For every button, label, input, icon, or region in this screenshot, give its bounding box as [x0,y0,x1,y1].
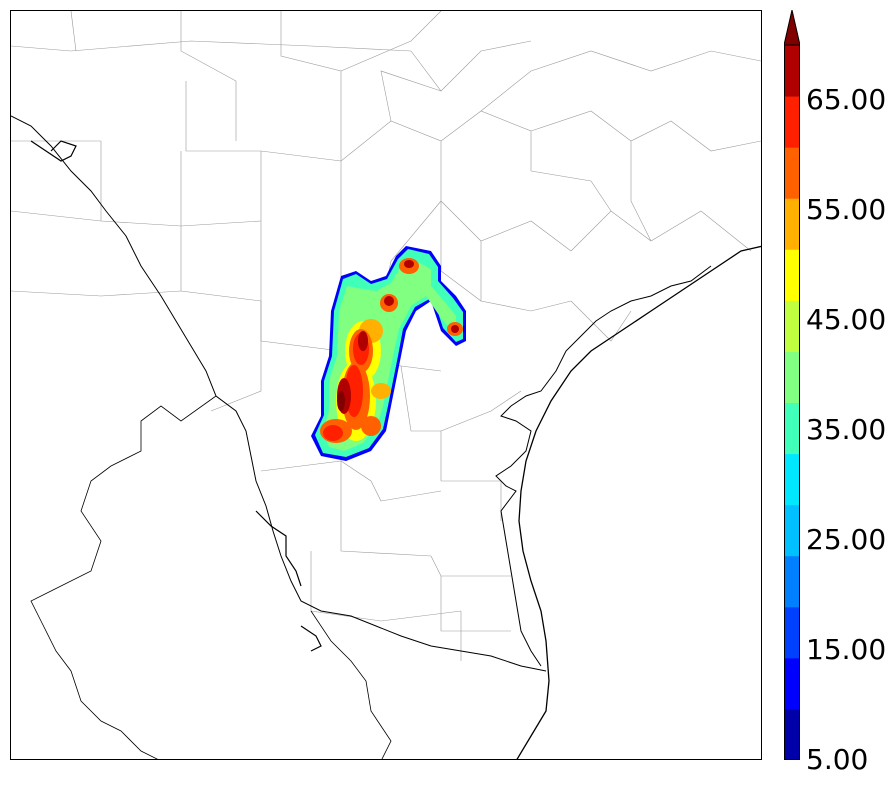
colorbar-band [784,708,800,761]
colorbar [783,9,801,761]
mexico-state-line-2 [310,610,392,759]
mexico-state-line [30,395,217,759]
colorbar-label-25: 25.00 [806,523,887,556]
colorbar-band [784,300,800,352]
colorbar-band [784,555,800,608]
colorbar-band [784,45,800,97]
colorbar-band [784,147,800,199]
coastline [516,245,761,759]
colorbar-label-45: 45.00 [806,303,887,336]
colorbar-extend-arrow [783,9,801,46]
colorbar-label-35: 35.00 [806,413,887,446]
rio-grande-boundary [11,115,547,672]
river-segment [255,510,302,587]
map-panel [10,10,762,760]
colorbar-svg [783,9,801,761]
colorbar-label-15: 15.00 [806,633,887,666]
colorbar-band [784,606,800,659]
lake-segment [300,625,322,652]
colorbar-label-65: 65.00 [806,83,887,116]
inner-bays [495,265,712,667]
county-boundaries [11,11,761,661]
colorbar-band [784,96,800,148]
colorbar-band [784,351,800,403]
colorbar-label-55: 55.00 [806,193,887,226]
colorbar-band [784,657,800,710]
upper-left-river [30,140,77,162]
colorbar-band [784,504,800,557]
colorbar-band [784,402,800,455]
colorbar-band [784,249,800,301]
colorbar-border [784,44,800,760]
colorbar-band [784,198,800,250]
colorbar-band [784,453,800,506]
reflectivity-storm [311,246,466,461]
colorbar-label-5: 5.00 [806,743,869,776]
map-canvas [11,11,761,759]
